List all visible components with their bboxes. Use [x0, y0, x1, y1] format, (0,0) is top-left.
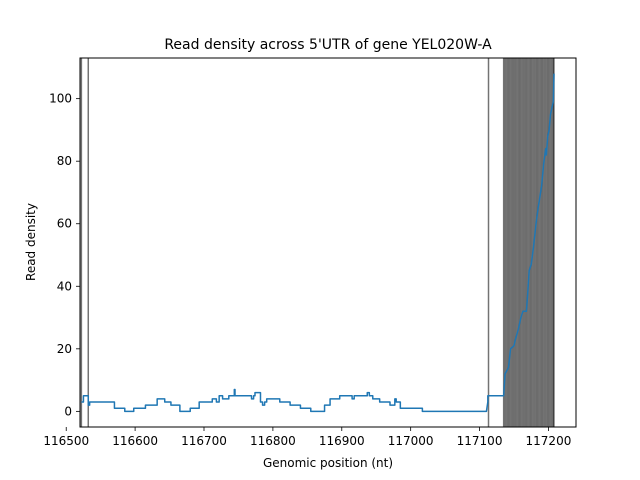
- chart-title: Read density across 5'UTR of gene YEL020…: [164, 37, 492, 53]
- plot-frame: [79, 57, 577, 428]
- series-line: [81, 73, 555, 413]
- y-tick-label: 20: [57, 342, 72, 356]
- y-axis-label: Read density: [24, 203, 38, 281]
- vertical-lines: [80, 58, 555, 427]
- x-tick-label: 116900: [319, 434, 365, 448]
- x-axis: 116500 116600 116700 116800 116900 117000 1171…: [43, 427, 571, 448]
- x-tick-label: 117200: [526, 434, 572, 448]
- y-tick-label: 80: [57, 154, 72, 168]
- y-axis: 0 20 40 60 80 100: [49, 92, 80, 418]
- x-tick-label: 116700: [181, 434, 227, 448]
- x-tick-label: 117100: [457, 434, 503, 448]
- series-layer: [81, 73, 555, 413]
- y-tick-label: 100: [49, 92, 72, 106]
- y-tick-label: 0: [64, 404, 72, 418]
- y-tick-label: 40: [57, 279, 72, 293]
- x-tick-label: 116500: [43, 434, 89, 448]
- x-tick-label: 116600: [112, 434, 158, 448]
- x-tick-label: 116800: [250, 434, 296, 448]
- y-tick-label: 60: [57, 217, 72, 231]
- x-axis-label: Genomic position (nt): [263, 456, 393, 470]
- x-tick-label: 117000: [388, 434, 434, 448]
